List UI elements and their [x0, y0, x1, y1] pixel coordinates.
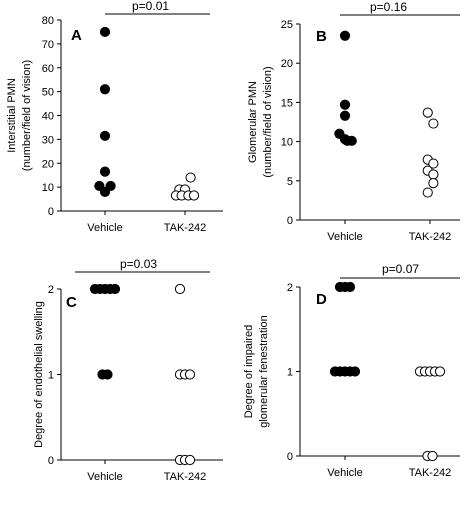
vehicle-point [339, 99, 351, 110]
vehicle-point [99, 84, 111, 95]
vehicle-point [99, 26, 111, 38]
panel-letter: D [316, 291, 327, 308]
y-tick-label: 0 [48, 455, 54, 467]
panel-a: 0 10 20 30 40 50 60 70 80 Vehicle TAK-242 Interstit… [6, 0, 223, 234]
panel-b: 0 5 10 15 20 25 Vehicle TAK-242 Glomerular PMN (n… [247, 0, 460, 243]
y-tick-label: 2 [287, 282, 293, 294]
tak-242-point [184, 454, 196, 466]
panel-c: 0 1 2 Vehicle TAK-242 Degree of endothelial s… [33, 257, 223, 483]
vehicle-point [339, 110, 351, 121]
panel-d: 0 1 2 Vehicle TAK-242 Degree of impaired glome… [243, 262, 460, 479]
tak-242-point [185, 172, 196, 183]
y-tick-label: 15 [281, 97, 293, 109]
tak-242-point [427, 450, 438, 462]
vehicle-point [344, 281, 356, 293]
p-value-label: p=0.16 [370, 0, 407, 14]
vehicle-point [102, 369, 113, 380]
vehicle-point [99, 166, 111, 177]
x-tick-label-vehicle: Vehicle [327, 231, 362, 243]
y-tick-label: 1 [287, 367, 293, 379]
y-axis-label: Interstitial PMN [6, 78, 18, 153]
p-value-label: p=0.03 [120, 257, 157, 271]
y-tick-label: 80 [42, 15, 54, 27]
y-tick-label: 60 [42, 63, 54, 75]
tak-242-point [188, 190, 200, 201]
y-tick-label: 0 [287, 215, 293, 227]
panel-letter: A [71, 27, 82, 44]
y-axis-label: (number/field of vision) [262, 66, 274, 177]
tak-242-point [434, 366, 446, 377]
y-tick-label: 40 [42, 111, 54, 123]
tak-242-point [428, 118, 439, 129]
vehicle-point [109, 283, 121, 295]
y-tick-label: 5 [287, 176, 293, 188]
tak-242-point [174, 283, 186, 295]
y-tick-label: 2 [48, 284, 54, 296]
vehicle-point [342, 135, 353, 146]
y-tick-label: 10 [42, 182, 54, 194]
y-axis-label: glomerular fenestration [258, 315, 270, 428]
y-tick-label: 1 [48, 370, 54, 382]
vehicle-point [349, 366, 361, 377]
vehicle-point [339, 30, 351, 41]
y-tick-label: 20 [281, 58, 293, 70]
tak-242-point [428, 169, 439, 180]
y-tick-label: 50 [42, 87, 54, 99]
panel-letter: C [66, 294, 77, 311]
x-tick-label-tak-242: TAK-242 [409, 231, 452, 243]
y-tick-label: 0 [48, 206, 54, 218]
tak-242-point [428, 158, 439, 169]
y-axis-label: Degree of impaired [243, 325, 255, 419]
y-axis-label: Glomerular PMN [247, 81, 259, 163]
x-tick-label-vehicle: Vehicle [327, 467, 362, 479]
x-tick-label-vehicle: Vehicle [87, 222, 122, 234]
y-tick-label: 70 [42, 39, 54, 51]
panel-letter: B [316, 28, 327, 45]
y-axis-label: (number/field of vision) [21, 60, 33, 171]
y-tick-label: 10 [281, 137, 293, 149]
x-tick-label-tak-242: TAK-242 [164, 222, 207, 234]
x-tick-label-vehicle: Vehicle [87, 471, 122, 483]
tak-242-point [422, 107, 433, 118]
tak-242-point [184, 369, 196, 380]
vehicle-point [99, 186, 111, 197]
y-tick-label: 0 [287, 451, 293, 463]
y-axis-label: Degree of endothelial swelling [33, 301, 45, 448]
tak-242-point [422, 187, 433, 198]
y-tick-label: 20 [42, 158, 54, 170]
y-tick-label: 30 [42, 134, 54, 146]
x-tick-label-tak-242: TAK-242 [409, 467, 452, 479]
p-value-label: p=0.07 [382, 262, 419, 276]
p-value-label: p=0.01 [132, 0, 169, 13]
vehicle-point [99, 130, 111, 141]
tak-242-point [428, 178, 439, 189]
y-tick-label: 25 [281, 19, 293, 31]
x-tick-label-tak-242: TAK-242 [164, 471, 207, 483]
